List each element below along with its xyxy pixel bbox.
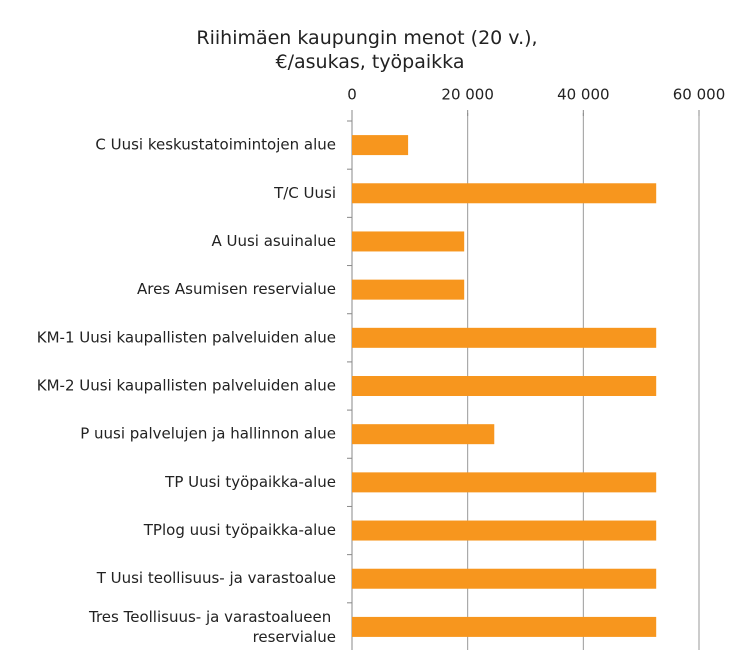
bar <box>352 183 657 204</box>
x-tick-label: 0 <box>347 86 357 104</box>
bar <box>352 279 465 300</box>
y-tick-label: C Uusi keskustatoimintojen alue <box>95 136 336 154</box>
bar <box>352 520 657 541</box>
y-tick-label: TPlog uusi työpaikka-alue <box>143 521 336 539</box>
bar <box>352 568 657 589</box>
bar <box>352 616 657 637</box>
y-tick-label: Ares Asumisen reservialue <box>137 280 336 298</box>
bar <box>352 424 495 445</box>
y-tick-label: TP Uusi työpaikka-alue <box>164 473 336 491</box>
y-tick-label: KM-1 Uusi kaupallisten palveluiden alue <box>37 328 336 346</box>
x-tick-label: 60 000 <box>673 86 726 104</box>
x-tick-label: 20 000 <box>441 86 494 104</box>
y-tick-label: Tres Teollisuus- ja varastoalueen reserv… <box>88 607 336 645</box>
y-tick-label: T/C Uusi <box>273 184 336 202</box>
y-tick-label: KM-2 Uusi kaupallisten palveluiden alue <box>37 377 336 395</box>
bar <box>352 231 465 252</box>
bar <box>352 376 657 396</box>
chart-title: Riihimäen kaupungin menot (20 v.), €/asu… <box>196 27 543 73</box>
bar <box>352 135 409 156</box>
bar <box>352 472 657 493</box>
y-tick-label: P uusi palvelujen ja hallinnon alue <box>80 425 336 443</box>
y-tick-label: T Uusi teollisuus- ja varastoalue <box>96 569 336 587</box>
bar <box>352 327 657 348</box>
x-tick-label: 40 000 <box>557 86 610 104</box>
y-tick-label: A Uusi asuinalue <box>211 232 336 250</box>
